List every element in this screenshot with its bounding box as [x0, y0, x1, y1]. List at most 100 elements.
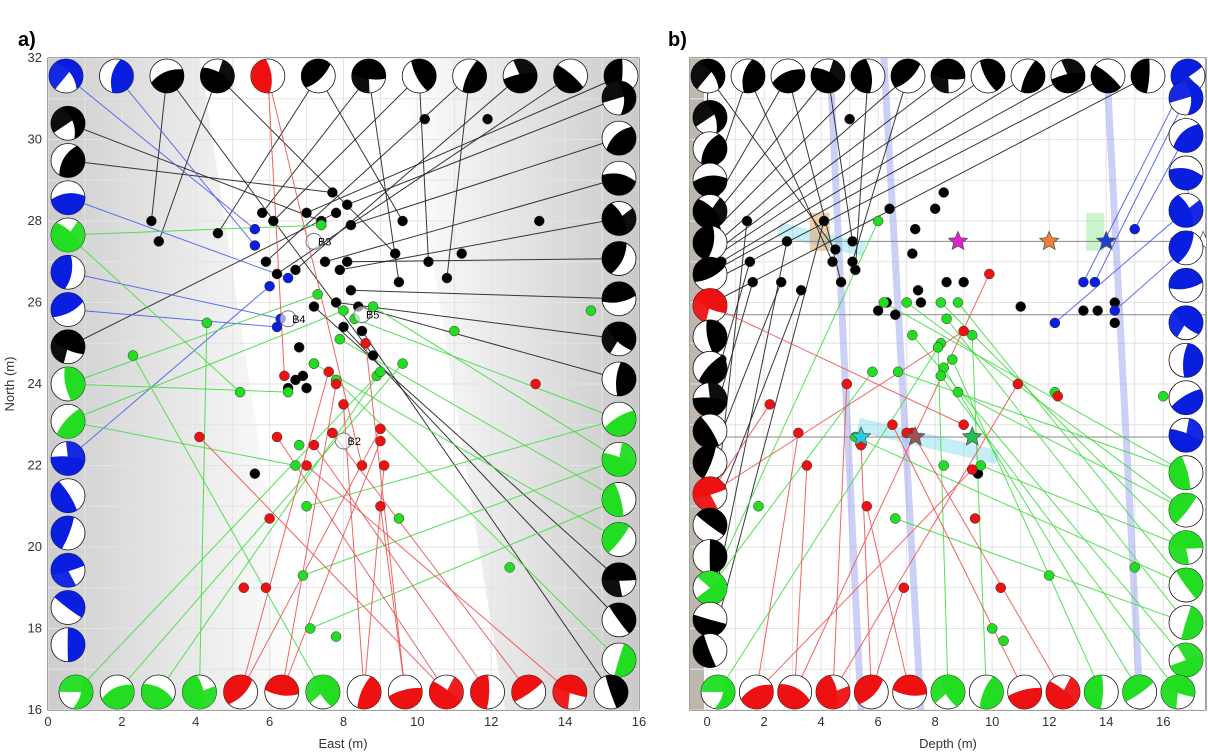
beachball-icon	[968, 674, 1004, 710]
event-point-black	[744, 256, 756, 267]
event-point-red	[338, 399, 349, 410]
event-point-black	[397, 215, 408, 227]
beachball-icon	[601, 441, 637, 477]
beachball-quadrant	[700, 197, 727, 229]
beachball-quadrant	[615, 442, 636, 477]
panel-a-ytick-label: 32	[28, 50, 42, 65]
connector-line	[67, 160, 333, 193]
beachball-quadrant	[212, 59, 235, 93]
beachball-icon	[99, 674, 135, 710]
beachball-quadrant	[1168, 230, 1194, 264]
connector-line	[339, 338, 620, 500]
beachball-icon	[692, 194, 728, 229]
connector-line	[365, 343, 406, 693]
beachball-quadrant	[59, 674, 93, 693]
event-point-black	[890, 309, 901, 320]
beachball-icon	[692, 319, 728, 355]
connector-line	[281, 383, 337, 693]
panel-a-beachballs	[48, 58, 639, 710]
event-point-blue	[282, 272, 294, 284]
beachball-quadrant	[552, 675, 572, 709]
connector-line	[379, 506, 406, 693]
event-point-green	[952, 386, 964, 398]
connector-line	[150, 75, 168, 222]
beachball-icon	[601, 201, 637, 236]
connector-line	[946, 318, 1187, 623]
beachball-quadrant	[931, 59, 949, 93]
beachball-icon	[50, 292, 86, 327]
connector-line	[281, 440, 381, 693]
beachball-icon	[199, 58, 235, 94]
panel-a-ytick-label: 26	[28, 295, 42, 310]
panel-b-ticks: 0 2 4 6 8 10 12 14 16	[703, 714, 1170, 729]
panel-a-xlabel: East (m)	[318, 736, 367, 751]
event-star	[1095, 230, 1117, 251]
beachball-icon	[1168, 417, 1204, 453]
panel-a-xtick-label: 2	[118, 714, 125, 729]
beachball-icon	[1168, 567, 1204, 603]
connector-line	[940, 375, 1179, 693]
event-point-green	[449, 325, 460, 337]
beachball-quadrant	[67, 627, 85, 662]
beachball-quadrant	[602, 173, 636, 196]
connector-line	[943, 367, 1141, 693]
connector-line	[75, 375, 378, 693]
event-point-black	[915, 297, 927, 308]
beachball-icon	[387, 674, 423, 710]
event-point-black	[319, 256, 331, 267]
beachball-quadrant	[553, 64, 584, 93]
beachball-quadrant	[58, 221, 85, 252]
event-point-green	[935, 370, 947, 382]
beachball-quadrant	[51, 516, 75, 549]
beachball-icon	[1050, 58, 1086, 94]
beachball-quadrant	[693, 175, 727, 198]
beachball-icon	[601, 602, 637, 638]
beachball-quadrant	[357, 676, 382, 709]
beachball-icon	[730, 58, 766, 94]
event-point-green	[290, 460, 301, 471]
event-point-green	[397, 358, 408, 369]
beachball-quadrant	[51, 193, 85, 215]
connector-line	[1134, 135, 1187, 230]
beachball-icon	[850, 58, 886, 94]
beachball-quadrant	[110, 59, 134, 93]
event-point-black	[356, 325, 368, 337]
borehole-label: B2	[348, 436, 361, 448]
panel-b-xtick-label: 8	[932, 714, 939, 729]
beachball-quadrant	[438, 676, 464, 709]
connector-line	[67, 285, 270, 459]
event-point-red	[323, 366, 334, 378]
beachball-icon	[99, 58, 134, 94]
beachball-icon	[50, 627, 86, 663]
event-point-black	[153, 236, 165, 247]
panel-b-xtick-label: 4	[818, 714, 825, 729]
connector-line	[747, 75, 833, 262]
event-point-green	[375, 366, 386, 378]
event-point-black	[256, 207, 268, 219]
beachball-quadrant	[1182, 418, 1203, 453]
event-point-green	[330, 631, 342, 642]
beachball-icon	[601, 642, 637, 678]
event-point-black	[301, 382, 312, 394]
borehole-marker	[305, 232, 323, 250]
connector-line	[906, 302, 1187, 511]
beachball-quadrant	[709, 539, 727, 574]
beachball-icon	[346, 674, 382, 710]
connector-line	[854, 75, 869, 270]
connector-line	[67, 234, 241, 393]
event-point-green	[872, 215, 884, 227]
connector-line	[313, 444, 488, 693]
beachball-quadrant	[693, 225, 715, 260]
beachball-icon	[1168, 118, 1204, 153]
event-point-red	[327, 427, 338, 439]
event-point-black	[781, 236, 793, 247]
event-point-green	[393, 513, 405, 524]
connector-line	[891, 424, 1026, 693]
connector-line	[67, 383, 289, 393]
beachball-quadrant	[602, 522, 630, 553]
beachball-quadrant	[891, 59, 921, 88]
beachball-icon	[50, 478, 86, 514]
beachball-quadrant	[602, 80, 636, 103]
beachball-icon	[250, 58, 286, 94]
